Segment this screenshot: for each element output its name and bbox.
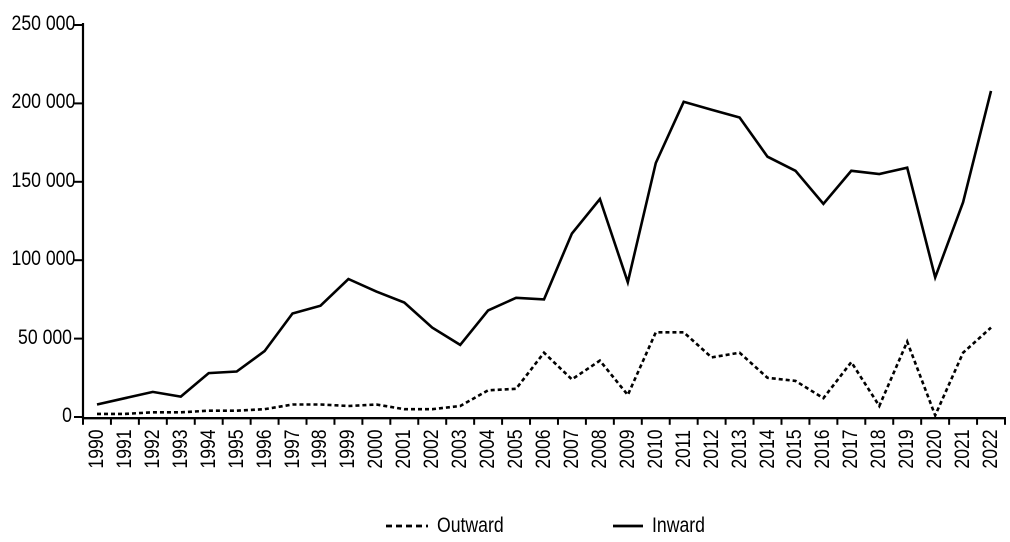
x-axis-label: 1996: [252, 429, 276, 469]
x-axis-label: 2005: [504, 429, 528, 469]
legend-item-inward: Inward: [612, 511, 715, 541]
x-axis-label: 1993: [168, 429, 192, 469]
x-axis-label: 1998: [308, 429, 332, 469]
inward-series-line: [96, 90, 993, 406]
x-axis-label: 2006: [532, 429, 555, 469]
solid-line-swatch: [613, 524, 643, 528]
x-axis-label: 1997: [280, 429, 304, 469]
y-axis-label: 150 000: [11, 168, 76, 192]
y-axis-label: 250 000: [11, 12, 76, 35]
x-axis-label: 2016: [811, 429, 835, 469]
x-axis-label: 1999: [336, 429, 360, 469]
x-axis-label: 2019: [895, 429, 919, 469]
legend-label-outward: Outward: [437, 514, 504, 537]
x-axis-label: 2014: [755, 429, 779, 469]
legend-item-outward: Outward: [385, 511, 516, 541]
y-axis-label: 0: [62, 404, 72, 427]
x-axis-label: 2010: [643, 429, 667, 469]
legend: Outward Inward: [0, 511, 1010, 541]
x-axis-label: 2008: [587, 429, 611, 469]
x-axis-label: 2001: [392, 429, 416, 469]
x-axis-label: 2021: [951, 429, 975, 469]
outward-series-line: [97, 326, 992, 419]
x-axis-label: 2022: [979, 429, 1003, 469]
y-axis-label: 200 000: [11, 90, 76, 114]
x-axis-label: 2007: [559, 429, 583, 469]
x-axis-label: 1995: [224, 429, 248, 469]
x-axis-label: 2000: [364, 429, 388, 469]
y-axis-label: 50 000: [18, 325, 72, 349]
x-axis-label: 2012: [699, 429, 723, 469]
x-axis-label: 2003: [448, 429, 472, 469]
x-axis-label: 2002: [420, 429, 444, 469]
x-axis-label: 2011: [671, 430, 695, 468]
y-axis-label: 100 000: [11, 247, 76, 271]
x-axis-label: 2009: [615, 429, 639, 469]
x-axis-label: 2018: [867, 429, 891, 469]
x-axis-label: 1992: [140, 429, 164, 469]
x-axis-label: 1990: [84, 429, 108, 469]
x-axis-label: 1991: [112, 429, 136, 469]
dashed-line-swatch: [386, 524, 428, 528]
x-axis-label: 2004: [476, 429, 500, 469]
legend-label-inward: Inward: [652, 514, 705, 537]
x-axis-label: 2020: [923, 429, 947, 469]
x-axis-label: 2013: [727, 429, 751, 469]
x-axis-label: 2015: [783, 429, 807, 469]
x-axis-label: 2017: [839, 429, 863, 469]
x-axis-label: 1994: [196, 429, 220, 469]
